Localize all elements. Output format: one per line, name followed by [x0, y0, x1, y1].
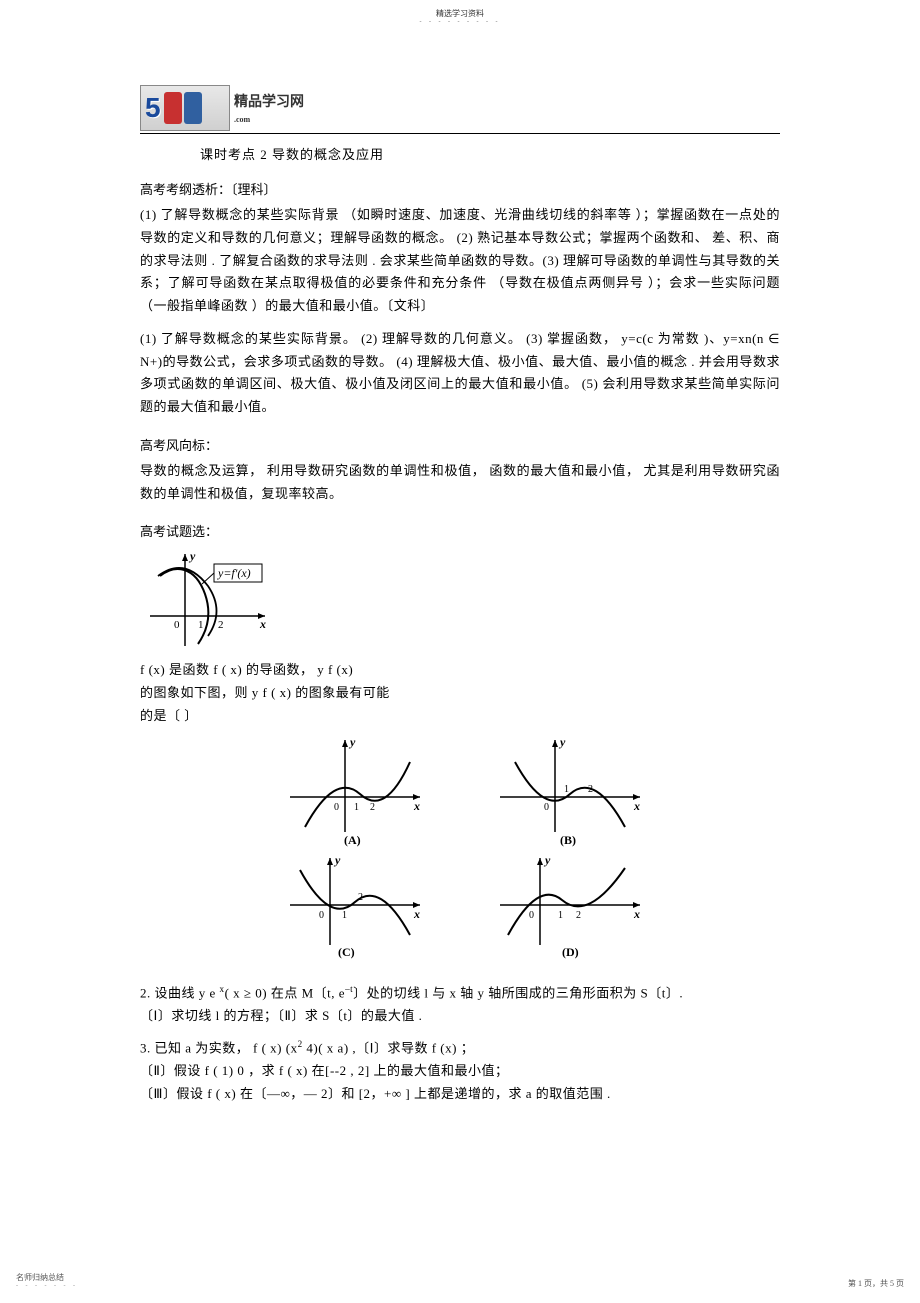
logo-text-wrap: 精品学习网 .com — [230, 91, 304, 126]
svg-text:1: 1 — [342, 910, 347, 921]
svg-text:0: 0 — [544, 802, 549, 813]
logo-section: 5 精品学习网 .com — [140, 85, 780, 134]
q1-line2: 的图象如下图，则 y f ( x) 的图象最有可能 — [140, 682, 780, 705]
section1-p2: (1) 了解导数概念的某些实际背景。 (2) 理解导数的几何意义。 (3) 掌握… — [140, 328, 780, 419]
choices-graphs: y x 0 1 2 (A) y x 0 1 2 (B) — [140, 732, 780, 962]
logo: 5 精品学习网 .com — [140, 85, 304, 131]
svg-text:1: 1 — [564, 784, 569, 795]
footer-right: 第 1 页，共 5 页 — [848, 1278, 904, 1289]
svg-text:x: x — [413, 799, 420, 813]
svg-text:0: 0 — [319, 910, 324, 921]
graph1-curve-label: y=f'(x) — [217, 566, 251, 580]
section2-head: 高考风向标： — [140, 435, 780, 454]
q2-l1-post: 〕处的切线 l 与 x 轴 y 轴所围成的三角形面积为 S〔t〕. — [353, 985, 683, 1000]
q3-line3: 〔Ⅲ〕假设 f ( x) 在〔—∞，— 2〕和 [2，+∞ ] 上都是递增的，求… — [140, 1083, 780, 1106]
logo-icon-blue — [184, 92, 202, 124]
svg-text:x: x — [413, 907, 420, 921]
q3-l1-post: 4)( x a) ,〔Ⅰ〕求导数 f (x) ； — [303, 1041, 475, 1056]
svg-text:2: 2 — [370, 802, 375, 813]
lesson-title: 课时考点 2 导数的概念及应用 — [140, 144, 780, 163]
section1-p1: (1) 了解导数概念的某些实际背景 （如瞬时速度、加速度、光滑曲线切线的斜率等 … — [140, 204, 780, 318]
svg-text:2: 2 — [576, 910, 581, 921]
svg-text:(A): (A) — [344, 833, 361, 847]
q1-line3: 的是〔 〕 — [140, 705, 780, 728]
q2-line2: 〔Ⅰ〕求切线 l 的方程；〔Ⅱ〕求 S〔t〕的最大值 . — [140, 1005, 780, 1028]
svg-text:(D): (D) — [562, 945, 579, 959]
choices-svg: y x 0 1 2 (A) y x 0 1 2 (B) — [250, 732, 670, 962]
svg-text:y: y — [348, 735, 356, 749]
svg-text:2: 2 — [588, 784, 593, 795]
graph1-y-label: y — [188, 549, 196, 563]
svg-text:2: 2 — [358, 892, 363, 903]
page-header-label: 精选学习资料 — [0, 0, 920, 19]
graph-derivative: y=f'(x) y x 0 1 2 — [140, 546, 780, 651]
section3-head: 高考试题选： — [140, 521, 780, 540]
footer-left-text: 名师归纳总结 — [16, 1272, 78, 1283]
svg-text:1: 1 — [558, 910, 563, 921]
q1-line1: f (x) 是函数 f ( x) 的导函数， y f (x) — [140, 659, 780, 682]
svg-text:y: y — [558, 735, 566, 749]
logo-number: 5 — [145, 92, 161, 124]
graph1-svg: y=f'(x) y x 0 1 2 — [140, 546, 270, 651]
q3-line2: 〔Ⅱ〕假设 f ( 1) 0 ，求 f ( x) 在[--2 , 2] 上的最大… — [140, 1060, 780, 1083]
svg-text:(B): (B) — [560, 833, 576, 847]
logo-icon-red — [164, 92, 182, 124]
svg-text:0: 0 — [529, 910, 534, 921]
graph1-tick2: 2 — [218, 619, 224, 631]
logo-icons — [163, 92, 203, 124]
q2-l1-sup2: –t — [345, 984, 353, 994]
graph1-tick1: 1 — [198, 619, 204, 631]
svg-text:y: y — [333, 853, 341, 867]
page-content: 5 精品学习网 .com 课时考点 2 导数的概念及应用 高考考纲透析：〔理科〕… — [0, 25, 920, 1106]
svg-text:x: x — [633, 907, 640, 921]
logo-subtext: .com — [234, 115, 250, 124]
q2-l1-pre: 2. 设曲线 y e — [140, 985, 220, 1000]
logo-text: 精品学习网 — [234, 95, 304, 110]
q3-line1: 3. 已知 a 为实数， f ( x) (x2 4)( x a) ,〔Ⅰ〕求导数… — [140, 1037, 780, 1060]
graph1-x-label: x — [259, 617, 266, 631]
section2-p1: 导数的概念及运算， 利用导数研究函数的单调性和极值， 函数的最大值和最小值， 尤… — [140, 460, 780, 506]
svg-text:1: 1 — [354, 802, 359, 813]
svg-text:0: 0 — [334, 802, 339, 813]
q2-l1-mid: ( x ≥ 0) 在点 M〔t, e — [225, 985, 345, 1000]
section1-head: 高考考纲透析：〔理科〕 — [140, 179, 780, 198]
footer-left: 名师归纳总结 - - - - - - - — [16, 1272, 78, 1289]
svg-text:(C): (C) — [338, 945, 355, 959]
svg-text:y: y — [543, 853, 551, 867]
svg-text:x: x — [633, 799, 640, 813]
q2-line1: 2. 设曲线 y e x( x ≥ 0) 在点 M〔t, e–t〕处的切线 l … — [140, 982, 780, 1005]
q3-l1-pre: 3. 已知 a 为实数， f ( x) (x — [140, 1041, 298, 1056]
footer-left-dots: - - - - - - - — [16, 1283, 78, 1289]
graph1-origin: 0 — [174, 619, 180, 631]
logo-block: 5 — [140, 85, 230, 131]
